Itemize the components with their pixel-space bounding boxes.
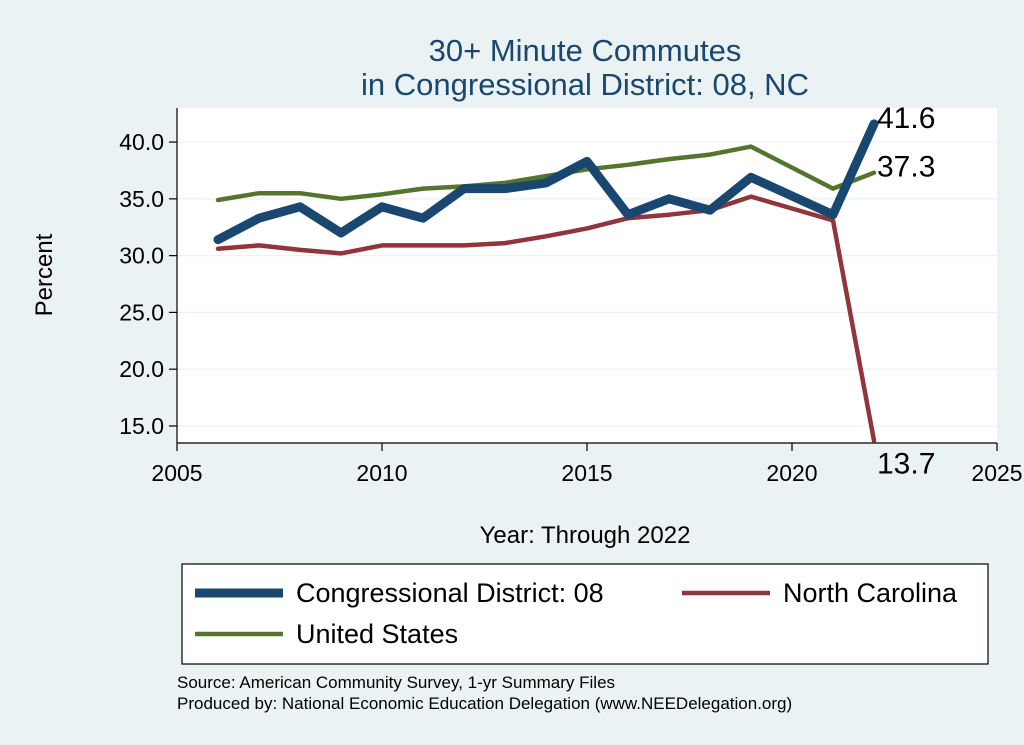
y-tick-label: 40.0 [119,129,164,155]
chart-subtitle: in Congressional District: 08, NC [361,67,809,102]
series-line-0 [213,119,879,245]
series-line-2 [215,144,877,203]
x-tick-label: 2015 [561,460,612,486]
legend-label-north-carolina: North Carolina [783,578,958,608]
legend-box [181,563,989,665]
legend-label-district: Congressional District: 08 [296,578,604,608]
y-axis-label: Percent [31,233,58,316]
x-ticks: 2005 2010 2015 2020 2025 [151,443,1023,486]
producer-note: Produced by: National Economic Education… [177,694,792,713]
x-axis-label: Year: Through 2022 [480,522,691,549]
end-label-1: 13.7 [877,448,935,481]
source-note: Source: American Community Survey, 1-yr … [177,673,615,692]
y-tick-label: 25.0 [119,299,164,325]
gridlines [177,141,997,427]
end-label-0: 41.6 [877,102,935,135]
end-labels: 41.6 37.3 13.7 [877,102,935,481]
x-tick-label: 2010 [356,460,407,486]
end-label-2: 37.3 [877,151,935,184]
chart-title: 30+ Minute Commutes [429,33,742,68]
y-tick-label: 20.0 [119,356,164,382]
series-line-1 [215,194,877,443]
x-tick-label: 2005 [151,460,202,486]
y-tick-label: 30.0 [119,243,164,269]
x-tick-label: 2020 [766,460,817,486]
y-tick-label: 15.0 [119,413,164,439]
series-lines [213,119,879,443]
y-ticks: 15.0 20.0 25.0 30.0 35.0 40.0 [119,129,177,439]
legend-label-united-states: United States [296,619,458,649]
y-tick-label: 35.0 [119,186,164,212]
x-tick-label: 2025 [971,460,1022,486]
